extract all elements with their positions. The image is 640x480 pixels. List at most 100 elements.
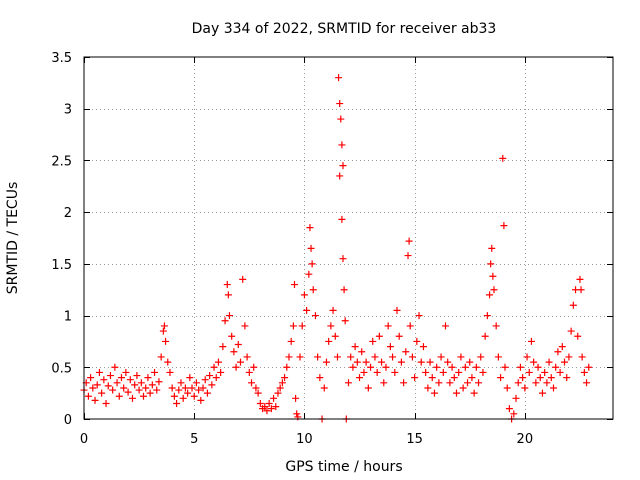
data-point (395, 332, 403, 340)
data-point (585, 363, 593, 371)
data-point (327, 322, 335, 330)
data-point (433, 363, 441, 371)
data-point (577, 286, 585, 294)
data-point (192, 379, 200, 387)
data-point (219, 343, 227, 351)
data-point (536, 374, 544, 382)
data-point (501, 363, 509, 371)
data-point (505, 405, 513, 413)
data-point (131, 381, 139, 389)
data-point (331, 332, 339, 340)
data-point (439, 368, 447, 376)
data-point (569, 301, 577, 309)
data-point (212, 374, 220, 382)
y-tick-label: 3.5 (51, 51, 72, 66)
data-point (358, 348, 366, 356)
data-point (380, 379, 388, 387)
data-point (223, 281, 231, 289)
data-point (254, 389, 262, 397)
data-point (353, 358, 361, 366)
data-point (565, 353, 573, 361)
data-point (530, 358, 538, 366)
data-point (239, 275, 247, 283)
data-point (124, 388, 132, 396)
x-tick-label: 20 (517, 432, 534, 447)
data-point (230, 348, 238, 356)
data-point (532, 379, 540, 387)
data-point (245, 368, 253, 376)
data-point (274, 389, 282, 397)
data-point (547, 374, 555, 382)
data-point (470, 389, 478, 397)
data-point (109, 386, 117, 394)
data-point (494, 353, 502, 361)
data-point (307, 244, 315, 252)
data-point (91, 396, 99, 404)
data-points (80, 74, 593, 423)
data-point (552, 363, 560, 371)
data-point (371, 353, 379, 361)
data-point (514, 379, 522, 387)
data-point (402, 348, 410, 356)
data-point (487, 260, 495, 268)
data-point (360, 368, 368, 376)
data-point (292, 394, 300, 402)
data-point (448, 363, 456, 371)
data-point (341, 317, 349, 325)
data-point (177, 379, 185, 387)
data-point (497, 374, 505, 382)
data-point (308, 260, 316, 268)
data-point (561, 358, 569, 366)
data-point (144, 374, 152, 382)
data-point (477, 353, 485, 361)
data-point (339, 162, 347, 170)
data-point (335, 74, 343, 82)
data-point (170, 392, 178, 400)
data-point (362, 358, 370, 366)
data-point (404, 252, 412, 260)
data-point (464, 379, 472, 387)
data-point (290, 281, 298, 289)
data-point (160, 322, 168, 330)
data-point (422, 368, 430, 376)
data-point (228, 332, 236, 340)
data-point (225, 312, 233, 320)
data-point (261, 403, 269, 411)
data-point (563, 374, 571, 382)
data-point (336, 172, 344, 180)
data-point (164, 358, 172, 366)
data-point (155, 378, 163, 386)
data-point (527, 337, 535, 345)
data-point (243, 353, 251, 361)
data-point (270, 394, 278, 402)
data-point (263, 407, 271, 415)
data-point (248, 379, 256, 387)
data-point (339, 255, 347, 263)
data-point (133, 372, 141, 380)
data-point (408, 353, 416, 361)
data-point (267, 405, 275, 413)
data-point (117, 374, 125, 382)
data-point (430, 389, 438, 397)
data-point (499, 154, 507, 162)
data-point (340, 286, 348, 294)
data-point (472, 363, 480, 371)
data-point (450, 374, 458, 382)
data-point (157, 353, 165, 361)
chart-title: Day 334 of 2022, SRMTID for receiver ab3… (192, 21, 497, 37)
y-tick-label: 1.5 (51, 258, 72, 273)
data-point (214, 358, 222, 366)
data-point (500, 222, 508, 230)
data-point (428, 374, 436, 382)
data-point (329, 306, 337, 314)
x-axis-title: GPS time / hours (285, 459, 402, 475)
data-point (534, 363, 542, 371)
data-point (221, 317, 229, 325)
x-tick-label: 5 (190, 432, 198, 447)
data-point (459, 384, 467, 392)
data-point (285, 353, 293, 361)
data-point (391, 368, 399, 376)
data-point (173, 399, 181, 407)
data-point (417, 358, 425, 366)
